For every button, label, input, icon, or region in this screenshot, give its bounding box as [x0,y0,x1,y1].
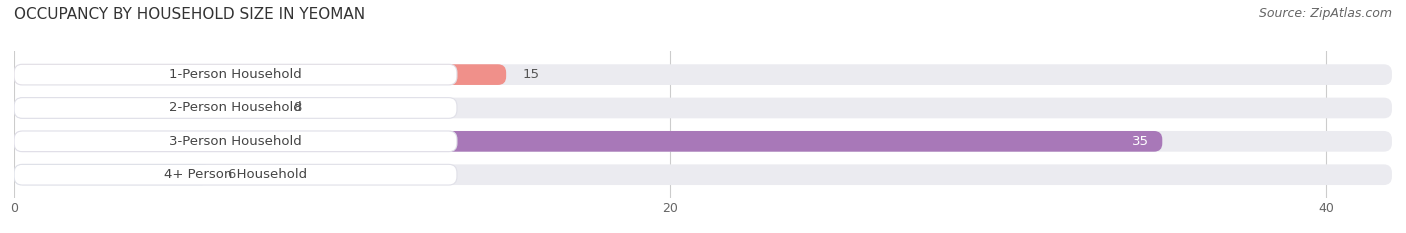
Text: 6: 6 [228,168,236,181]
Text: OCCUPANCY BY HOUSEHOLD SIZE IN YEOMAN: OCCUPANCY BY HOUSEHOLD SIZE IN YEOMAN [14,7,366,22]
FancyBboxPatch shape [14,64,457,85]
FancyBboxPatch shape [14,98,1392,118]
Text: 4+ Person Household: 4+ Person Household [165,168,307,181]
FancyBboxPatch shape [14,164,211,185]
FancyBboxPatch shape [14,131,1392,152]
Text: 1-Person Household: 1-Person Household [169,68,302,81]
FancyBboxPatch shape [14,64,1392,85]
Text: 35: 35 [1132,135,1149,148]
FancyBboxPatch shape [14,164,457,185]
Text: 8: 8 [292,102,301,114]
Text: Source: ZipAtlas.com: Source: ZipAtlas.com [1258,7,1392,20]
FancyBboxPatch shape [14,164,1392,185]
FancyBboxPatch shape [14,64,506,85]
Text: 3-Person Household: 3-Person Household [169,135,302,148]
FancyBboxPatch shape [14,98,457,118]
Text: 15: 15 [523,68,540,81]
FancyBboxPatch shape [14,98,277,118]
FancyBboxPatch shape [14,131,457,152]
FancyBboxPatch shape [14,131,1163,152]
Text: 2-Person Household: 2-Person Household [169,102,302,114]
